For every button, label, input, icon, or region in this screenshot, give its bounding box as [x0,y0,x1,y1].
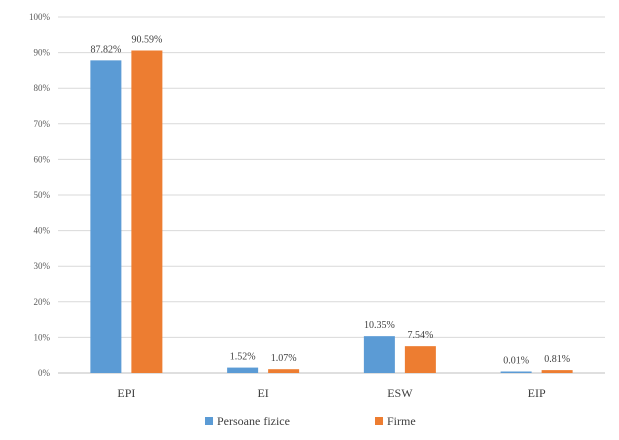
y-tick-label: 90% [34,48,51,58]
y-tick-label: 70% [34,119,51,129]
y-tick-label: 0% [38,368,51,378]
legend: Persoane fizice Firme [205,414,416,428]
legend-swatch-blue [205,417,213,425]
bar [500,371,532,373]
category-label: EI [257,386,268,400]
y-tick-label: 50% [34,190,51,200]
data-label: 7.54% [407,330,433,341]
data-label: 10.35% [364,320,395,331]
data-label: 1.52% [230,352,256,363]
x-axis-categories: EPI EI ESW EIP [117,386,546,400]
data-label: 0.01% [503,356,529,367]
bar [404,346,436,373]
bar [90,60,122,373]
data-label: 87.82% [90,44,121,55]
bars [90,50,573,373]
y-tick-label: 100% [29,12,51,22]
y-tick-label: 80% [34,83,51,93]
bar [131,50,163,373]
y-tick-label: 10% [34,332,51,342]
y-tick-label: 60% [34,154,51,164]
category-label: EIP [528,386,546,400]
bar [541,370,573,373]
y-tick-label: 30% [34,261,51,271]
category-label: EPI [117,386,135,400]
data-label: 0.81% [544,354,570,365]
legend-label: Firme [387,414,416,428]
y-tick-label: 40% [34,226,51,236]
legend-label: Persoane fizice [217,414,290,428]
data-labels: 87.82% 90.59% 1.52% 1.07% 10.35% 7.54% 0.01% 0.… [90,34,570,366]
category-label: ESW [387,386,413,400]
bar [363,336,395,373]
data-label: 90.59% [131,34,162,45]
data-label: 1.07% [271,353,297,364]
y-axis-ticks: 0% 10% 20% 30% 40% 50% 60% 70% 80% 90% 100% [29,12,51,378]
y-tick-label: 20% [34,297,51,307]
bar [227,367,259,373]
legend-swatch-orange [375,417,383,425]
bar [268,369,300,373]
